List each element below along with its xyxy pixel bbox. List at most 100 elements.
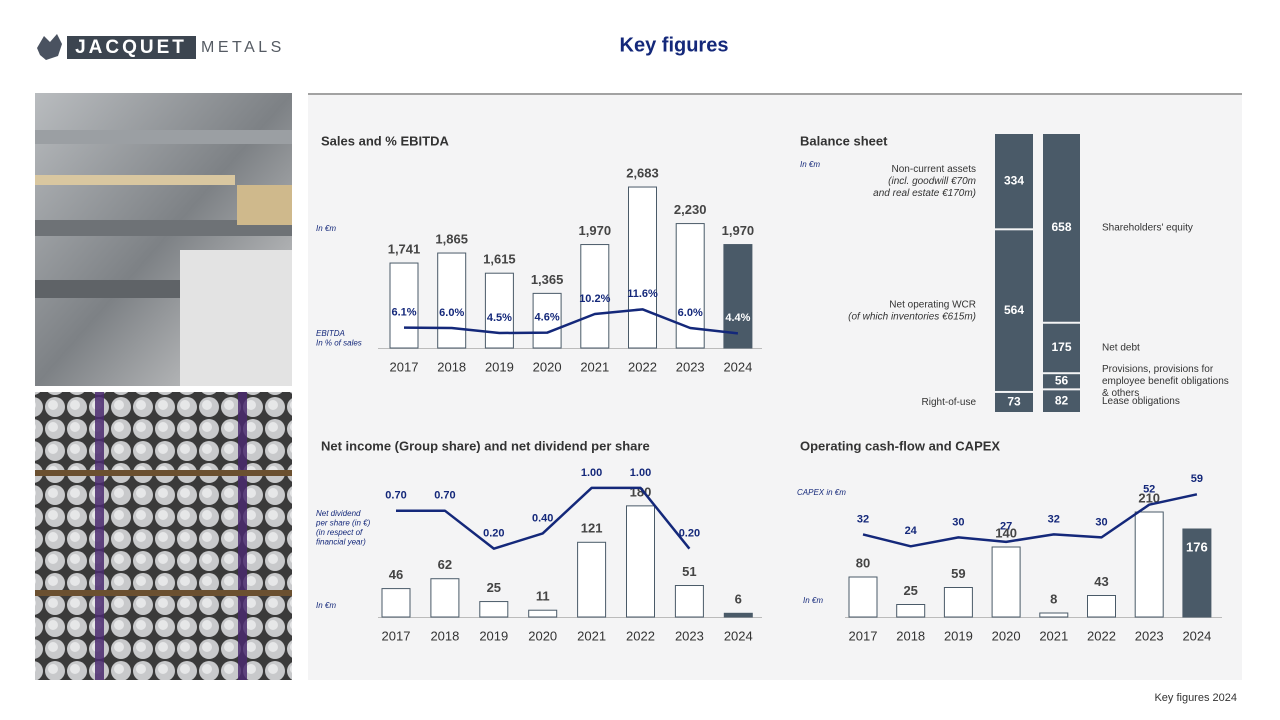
line-value-label: 0.20 [679, 528, 700, 540]
line-note: (in respect of [316, 528, 363, 537]
bar-value-label: 80 [856, 555, 870, 570]
bar-value-label: 140 [995, 525, 1017, 540]
x-tick-label: 2024 [723, 359, 752, 374]
line-value-label: 59 [1191, 473, 1203, 485]
line-note: financial year) [316, 538, 366, 547]
segment-label: Shareholders' equity [1102, 223, 1193, 234]
segment-label: Net operating WCR [889, 299, 976, 310]
line-value-label: 1.00 [581, 467, 602, 479]
segment-label: Right-of-use [922, 397, 977, 408]
line-note: EBITDA [316, 329, 345, 338]
line-value-label: 24 [905, 525, 918, 537]
bar-value-label: 1,615 [483, 252, 516, 267]
x-tick-label: 2018 [437, 359, 466, 374]
bar [528, 609, 558, 618]
bar-value-label: 8 [1050, 591, 1057, 606]
bar-value-label: 121 [581, 521, 603, 536]
x-tick-label: 2021 [577, 628, 606, 643]
x-tick-label: 2018 [896, 628, 925, 643]
bar [1087, 595, 1116, 618]
photo-rods [35, 392, 292, 680]
x-tick-label: 2019 [944, 628, 973, 643]
bar-value-label: 25 [487, 580, 501, 595]
photo-sheets [35, 93, 292, 386]
bar-value-label: 51 [682, 564, 696, 579]
balance-segment [1043, 323, 1080, 373]
unit-note: In €m [316, 224, 336, 233]
x-tick-label: 2022 [1087, 628, 1116, 643]
bar [479, 601, 509, 618]
bar [628, 186, 657, 349]
segment-value: 564 [1004, 303, 1024, 317]
bar [389, 262, 419, 349]
chart-title: Sales and % EBITDA [321, 133, 449, 148]
line-value-label: 11.6% [627, 288, 658, 300]
line-value-label: 10.2% [579, 293, 610, 305]
x-tick-label: 2017 [382, 628, 411, 643]
bar [1134, 511, 1164, 618]
segment-label: employee benefit obligations [1102, 376, 1229, 387]
bar-value-label: 176 [1186, 539, 1208, 554]
line-value-label: 6.0% [439, 307, 464, 319]
bar-value-label: 2,683 [626, 165, 659, 180]
bar [484, 272, 514, 349]
segment-value: 73 [1007, 395, 1021, 409]
x-tick-label: 2022 [628, 359, 657, 374]
bar [896, 604, 926, 618]
line-value-label: 0.40 [532, 512, 553, 524]
x-tick-label: 2017 [390, 359, 419, 374]
bar-value-label: 62 [438, 557, 452, 572]
line-value-label: 4.5% [487, 312, 512, 324]
line-value-label: 0.70 [385, 490, 406, 502]
bar [532, 292, 562, 349]
page-title: Key figures [620, 34, 729, 56]
footer: Key figures 2024 [1154, 692, 1237, 704]
balance-segment [995, 392, 1033, 412]
line-value-label: 0.20 [483, 528, 504, 540]
bar [577, 541, 607, 618]
line-series [396, 486, 691, 550]
unit-note: In €m [316, 601, 336, 610]
bar-value-label: 2,230 [674, 202, 707, 217]
bar-value-label: 1,970 [722, 223, 755, 238]
chart-title: Operating cash-flow and CAPEX [800, 438, 1000, 453]
bar [943, 587, 973, 618]
balance-segment [995, 134, 1033, 229]
line-note: CAPEX in €m [797, 488, 846, 497]
segment-label: & others [1102, 388, 1139, 399]
x-tick-label: 2020 [528, 628, 557, 643]
bar [1182, 528, 1212, 618]
segment-value: 82 [1055, 393, 1069, 407]
segment-value: 175 [1051, 340, 1071, 354]
bar-value-label: 43 [1094, 574, 1108, 589]
bar-value-label: 210 [1138, 490, 1160, 505]
segment-label: (of which inventories €615m) [848, 311, 976, 322]
bar [381, 588, 411, 618]
x-tick-label: 2024 [1182, 628, 1211, 643]
x-tick-label: 2020 [533, 359, 562, 374]
balance-segment [1043, 374, 1080, 389]
logo-suffix: METALS [201, 39, 285, 56]
bar [674, 585, 704, 618]
bar [626, 505, 655, 618]
line-note: per share (in €) [315, 519, 371, 528]
x-tick-label: 2021 [1039, 628, 1068, 643]
line-value-label: 32 [1048, 513, 1060, 525]
x-tick-label: 2023 [676, 359, 705, 374]
bar-value-label: 46 [389, 567, 403, 582]
line-value-label: 0.70 [434, 490, 455, 502]
segment-label: Lease obligations [1102, 396, 1180, 407]
bar [723, 244, 753, 349]
line-value-label: 32 [857, 513, 869, 525]
unit-note: In €m [800, 160, 820, 169]
x-tick-label: 2017 [849, 628, 878, 643]
bar-value-label: 6 [735, 592, 742, 607]
x-tick-label: 2019 [485, 359, 514, 374]
bar [848, 576, 878, 618]
x-tick-label: 2020 [992, 628, 1021, 643]
bar [723, 612, 753, 618]
x-tick-label: 2021 [580, 359, 609, 374]
line-series [403, 308, 739, 335]
line-value-label: 4.6% [535, 312, 560, 324]
bar [580, 244, 610, 349]
